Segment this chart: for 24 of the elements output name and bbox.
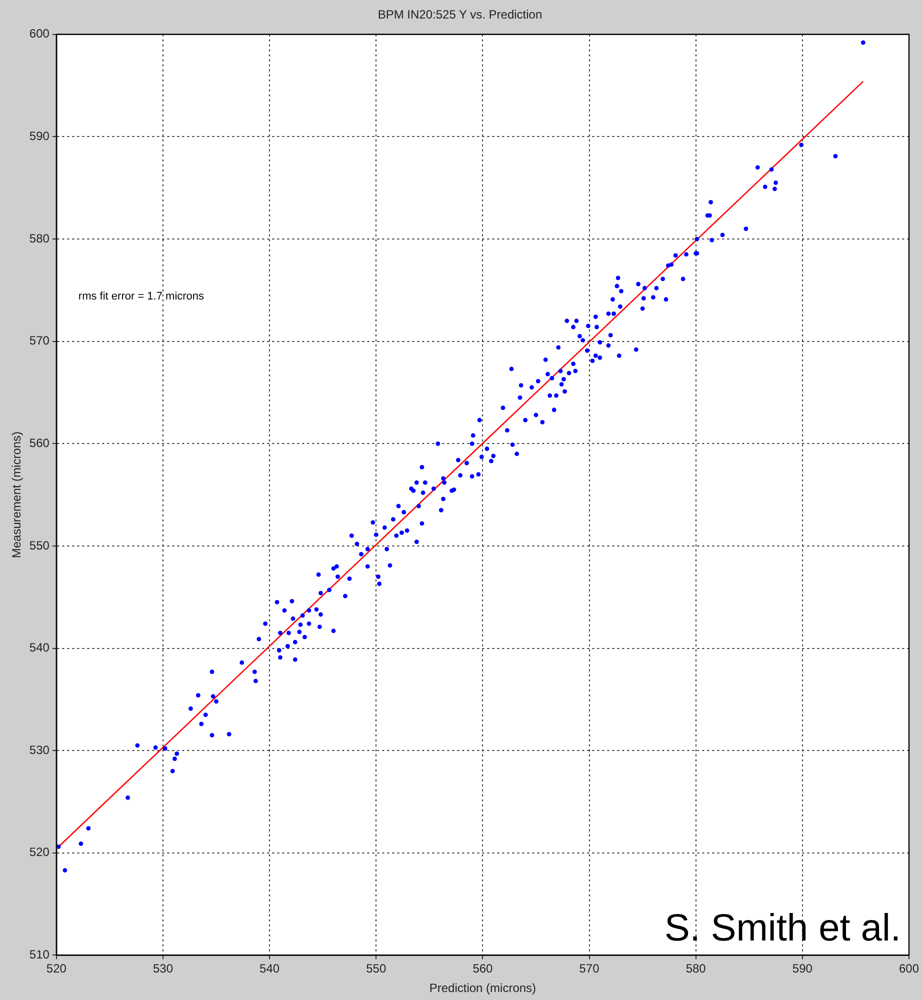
y-tick-label: 540 [29, 640, 50, 655]
x-tick-label: 550 [366, 962, 386, 976]
y-tick-label: 520 [29, 845, 50, 860]
y-tick-label: 580 [29, 231, 50, 246]
y-axis-title: Measurement (microns) [10, 431, 24, 558]
annotation: rms fit error = 1.7 microns [78, 290, 205, 302]
y-tick-label: 530 [29, 742, 50, 757]
y-tick-label: 560 [29, 436, 50, 450]
y-tick-label: 590 [29, 129, 50, 144]
x-tick-label: 600 [898, 962, 920, 976]
y-tick-label: 570 [29, 334, 50, 348]
y-tick-label: 510 [29, 948, 50, 962]
x-tick-label: 580 [686, 962, 706, 976]
x-tick-label: 540 [260, 962, 280, 976]
y-tick-label: 550 [29, 538, 50, 552]
x-tick-label: 560 [472, 962, 494, 976]
annotation: S. Smith et al. [664, 908, 901, 950]
x-tick-label: 520 [46, 962, 67, 976]
x-tick-label: 590 [792, 962, 813, 976]
x-axis-title: Prediction (microns) [429, 981, 536, 996]
x-tick-label: 570 [579, 962, 600, 976]
chart-title: BPM IN20:525 Y vs. Prediction [378, 8, 542, 22]
y-tick-label: 600 [29, 26, 50, 41]
x-tick-label: 530 [152, 962, 174, 976]
